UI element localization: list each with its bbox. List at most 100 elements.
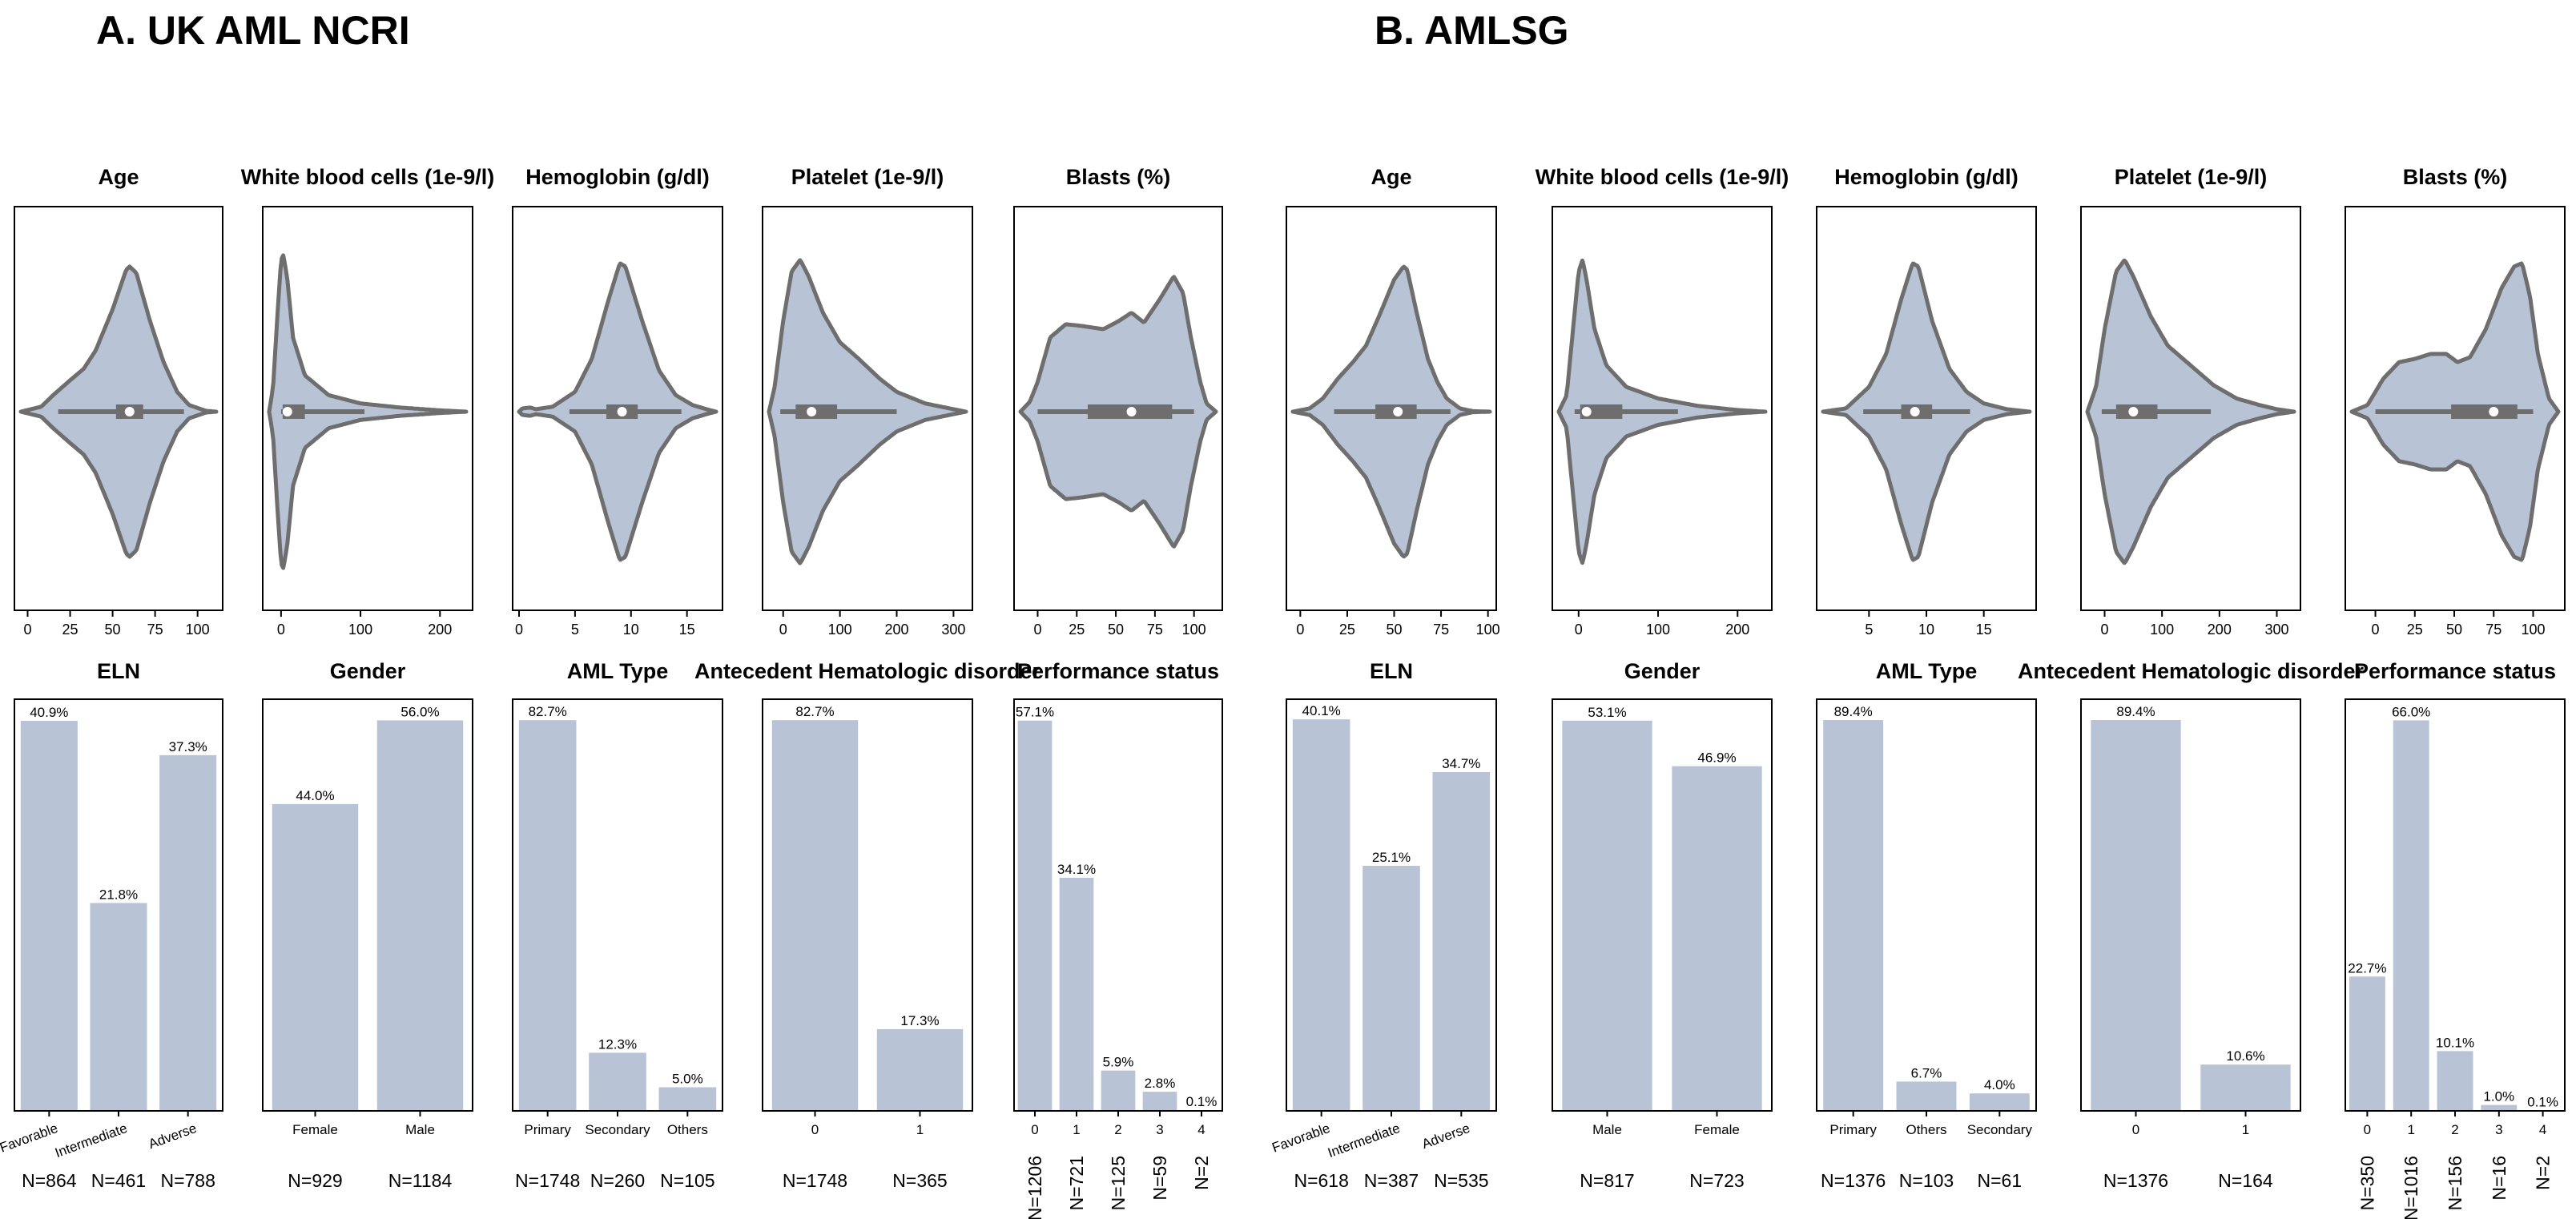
panel-a-violin-tick-label: 10 bbox=[623, 622, 639, 638]
panel-a-bar-value-label: 5.9% bbox=[1103, 1055, 1134, 1070]
panel-b-bar-n-label: N=535 bbox=[1434, 1170, 1488, 1191]
panel-b-bar-frame bbox=[2080, 698, 2301, 1112]
panel-b-violin-tick-label: 0 bbox=[2372, 622, 2380, 638]
panel-a-title: A. UK AML NCRI bbox=[96, 8, 410, 53]
panel-b-bar-n-label: N=103 bbox=[1899, 1170, 1954, 1191]
panel-a-bar-n-label: N=105 bbox=[660, 1170, 714, 1191]
panel-a-bar-category-label: 1 bbox=[1073, 1122, 1080, 1137]
panel-b-bar-value-label: 10.6% bbox=[2226, 1048, 2264, 1064]
panel-b-violin-title: Platelet (1e-9/l) bbox=[2115, 165, 2268, 189]
panel-b-violin-median-marker bbox=[2489, 407, 2499, 416]
panel-b-bar-category-label: Favorable bbox=[1270, 1120, 1332, 1156]
panel-b-bar-category-label: Adverse bbox=[1420, 1120, 1472, 1152]
panel-b-bar-category-label: 1 bbox=[2407, 1122, 2414, 1137]
panel-b-violin-median-marker bbox=[1910, 407, 1920, 416]
panel-b-bar-title: Antecedent Hematologic disorder bbox=[2018, 659, 2365, 683]
panel-a-violin-tick-label: 75 bbox=[147, 622, 163, 638]
panel-b-bar-value-label: 25.1% bbox=[1372, 850, 1411, 865]
panel-b-bar bbox=[1292, 719, 1350, 1110]
panel-b-violin-tick-label: 0 bbox=[1575, 622, 1583, 638]
panel-a-bar-n-label: N=59 bbox=[1149, 1156, 1170, 1201]
panel-a-violin-median-marker bbox=[807, 407, 817, 416]
panel-b-bar-n-label: N=387 bbox=[1364, 1170, 1419, 1191]
panel-a-bar-n-label: N=461 bbox=[91, 1170, 146, 1191]
panel-a-bar-category-label: 0 bbox=[1031, 1122, 1038, 1137]
panel-b-bar-value-label: 6.7% bbox=[1911, 1065, 1942, 1080]
panel-a-violin-tick-label: 50 bbox=[1108, 622, 1124, 638]
panel-b-violin-tick-label: 50 bbox=[2446, 622, 2462, 638]
panel-b-violin-tick-label: 200 bbox=[1725, 622, 1749, 638]
panel-a-bar-category-label: Male bbox=[405, 1122, 435, 1137]
panel-a-bar-n-label: N=1184 bbox=[388, 1170, 453, 1191]
panel-b-bar bbox=[1562, 720, 1652, 1110]
panel-a-violin-iqr-box bbox=[795, 404, 838, 419]
panel-a-bar-n-label: N=365 bbox=[892, 1170, 947, 1191]
panel-b-bar-frame bbox=[1552, 698, 1773, 1112]
panel-a-bar-value-label: 12.3% bbox=[598, 1036, 637, 1052]
panel-a-bar-value-label: 40.9% bbox=[30, 705, 68, 720]
panel-a-bar-category-label: 2 bbox=[1114, 1122, 1121, 1137]
panel-b-bar-category-label: 2 bbox=[2451, 1122, 2458, 1137]
panel-b-violin-tick-label: 5 bbox=[1865, 622, 1873, 638]
panel-b-bar bbox=[1823, 720, 1884, 1110]
panel-a-bar-n-label: N=929 bbox=[288, 1170, 342, 1191]
panel-a-violin-tick-label: 15 bbox=[679, 622, 695, 638]
panel-b-bar-title: Performance status bbox=[2354, 659, 2556, 683]
panel-a-bar bbox=[90, 903, 147, 1110]
panel-b-bar-category-label: 0 bbox=[2132, 1122, 2139, 1137]
panel-a-violin-tick-label: 100 bbox=[186, 622, 210, 638]
panel-a-bar-category-label: Adverse bbox=[147, 1120, 199, 1152]
panel-b-bar-category-label: Intermediate bbox=[1326, 1120, 1402, 1161]
panel-a-bar-n-label: N=1748 bbox=[783, 1170, 847, 1191]
panel-b-bar-n-label: N=164 bbox=[2218, 1170, 2273, 1191]
panel-a-bar-category-label: Female bbox=[292, 1122, 338, 1137]
panel-a-violin-shape bbox=[267, 253, 469, 570]
panel-a-violin-tick-label: 0 bbox=[277, 622, 285, 638]
panel-b-violin-frame bbox=[2080, 206, 2301, 611]
panel-a-bar-frame bbox=[762, 698, 973, 1112]
panel-b-bar-n-label: N=723 bbox=[1689, 1170, 1744, 1191]
panel-b-bar-value-label: 66.0% bbox=[2392, 704, 2430, 719]
panel-b-bar bbox=[2481, 1104, 2518, 1110]
panel-b-violin-tick-label: 0 bbox=[1296, 622, 1304, 638]
panel-a-bar-category-label: Intermediate bbox=[53, 1120, 129, 1161]
panel-a-bar-category-label: Primary bbox=[524, 1122, 571, 1137]
panel-b-bar-n-label: N=817 bbox=[1580, 1170, 1634, 1191]
panel-b-bar-n-label: N=1376 bbox=[2103, 1170, 2168, 1191]
panel-b-bar bbox=[2200, 1064, 2291, 1110]
panel-b-violin-tick-label: 0 bbox=[2100, 622, 2108, 638]
panel-b-bar-value-label: 4.0% bbox=[1984, 1077, 2015, 1092]
panel-a-bar-value-label: 44.0% bbox=[296, 788, 334, 803]
panel-b-bar bbox=[2437, 1051, 2473, 1110]
panel-a-violin-frame bbox=[1013, 206, 1223, 611]
panel-a-bar bbox=[658, 1087, 717, 1110]
panel-b-bar-title: Gender bbox=[1624, 659, 1701, 683]
panel-b-bar-value-label: 46.9% bbox=[1697, 750, 1736, 766]
panel-a-bar-value-label: 82.7% bbox=[529, 704, 567, 719]
panel-b-bar-value-label: 40.1% bbox=[1302, 703, 1341, 718]
panel-a-violin-title: Hemoglobin (g/dl) bbox=[525, 165, 709, 189]
panel-a-violin-title: Age bbox=[98, 165, 139, 189]
panel-a-bar-category-label: 1 bbox=[916, 1122, 924, 1137]
panel-b-violin-tick-label: 100 bbox=[2150, 622, 2174, 638]
panel-a-bar-category-label: Favorable bbox=[0, 1120, 60, 1156]
panel-a-bar bbox=[159, 754, 217, 1110]
panel-a-violin-tick-label: 300 bbox=[941, 622, 965, 638]
panel-b-violin-tick-label: 200 bbox=[2208, 622, 2232, 638]
panel-a-bar-title: AML Type bbox=[567, 659, 669, 683]
panel-b-bar-n-label: N=61 bbox=[1978, 1170, 2023, 1191]
panel-b-bar-value-label: 34.7% bbox=[1442, 756, 1480, 771]
panel-b-violin-tick-label: 75 bbox=[1433, 622, 1449, 638]
panel-b-bar bbox=[1432, 771, 1491, 1110]
panel-b-violin-frame bbox=[1552, 206, 1773, 611]
panel-b-bar-value-label: 89.4% bbox=[1834, 704, 1873, 719]
panel-b-bar-n-label: N=16 bbox=[2489, 1156, 2510, 1201]
panel-a-bar bbox=[589, 1052, 646, 1110]
panel-b-bar bbox=[1896, 1081, 1957, 1110]
panel-a-bar-n-label: N=721 bbox=[1066, 1156, 1087, 1210]
panel-a-violin-tick-label: 0 bbox=[515, 622, 523, 638]
panel-a-violin-frame bbox=[14, 206, 223, 611]
panel-b-bar-value-label: 22.7% bbox=[2348, 960, 2386, 976]
panel-b-violin-tick-label: 50 bbox=[1386, 622, 1402, 638]
